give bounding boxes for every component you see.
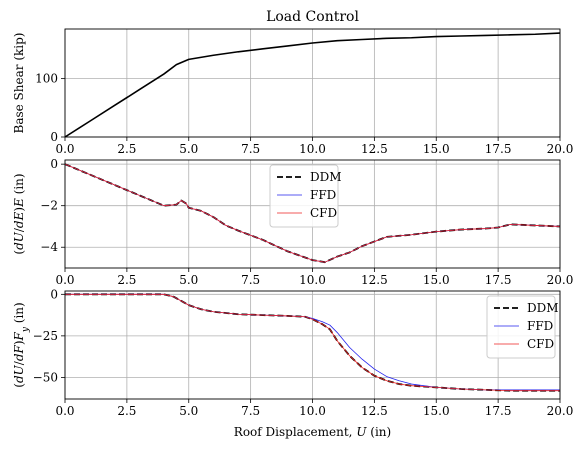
x-tick-label: 12.5: [361, 404, 388, 418]
x-tick-label: 17.5: [485, 142, 512, 156]
x-tick-label: 7.5: [241, 404, 260, 418]
x-tick-label: 2.5: [117, 142, 136, 156]
y-axis-label: (dU/dE)E (in): [12, 173, 26, 254]
x-tick-label: 7.5: [241, 142, 260, 156]
x-tick-label: 12.5: [361, 273, 388, 287]
x-tick-label: 10.0: [299, 404, 326, 418]
panel-3: 0.0 2.5 5.0 7.5 10.0 12.5 15.0 17.5 20.0 0 −25 −50(…: [12, 287, 573, 439]
x-tick-label: 20.0: [547, 273, 574, 287]
x-tick-label: 5.0: [179, 142, 198, 156]
legend-label-ddm: DDM: [527, 301, 559, 315]
legend: DDM FFD CFD: [486, 295, 559, 359]
legend: DDM FFD CFD: [269, 164, 342, 228]
y-axis-label: (dU/dF)Fy (in): [12, 302, 31, 387]
legend-box: [486, 295, 556, 359]
x-tick-label: 5.0: [179, 404, 198, 418]
x-axis-label: Roof Displacement, U (in): [234, 425, 391, 439]
x-tick-label: 2.5: [117, 273, 136, 287]
y-tick-label: −50: [33, 370, 58, 384]
legend-label-cfd: CFD: [527, 337, 554, 351]
series-line-cfd: [64, 163, 561, 263]
legend-label-cfd: CFD: [310, 206, 337, 220]
x-tick-label: 0.0: [55, 404, 74, 418]
y-tick-label: −2: [40, 199, 58, 213]
x-tick-label: 20.0: [547, 142, 574, 156]
x-tick-label: 7.5: [241, 273, 260, 287]
legend-label-ffd: FFD: [310, 188, 336, 202]
panel-2: 0.0 2.5 5.0 7.5 10.0 12.5 15.0 17.5 20.0 0 −2 −4 (dU…: [12, 157, 573, 287]
y-tick-label: −4: [40, 240, 58, 254]
y-axis-label: Base Shear (kip): [12, 33, 26, 134]
chart-title: Load Control: [266, 9, 359, 25]
x-tick-label: 5.0: [179, 273, 198, 287]
x-tick-label: 0.0: [55, 273, 74, 287]
y-tick-label: 0: [50, 287, 58, 301]
x-tick-label: 10.0: [299, 273, 326, 287]
x-tick-label: 15.0: [423, 142, 450, 156]
x-tick-label: 15.0: [423, 404, 450, 418]
panel-1: 0.0 2.5 5.0 7.5 10.0 12.5 15.0 17.5 20.0 0 100 Base…: [12, 9, 573, 156]
x-tick-label: 0.0: [55, 142, 74, 156]
x-tick-label: 12.5: [361, 142, 388, 156]
legend-box: [269, 164, 339, 228]
series-line-response: [64, 32, 561, 138]
legend-label-ddm: DDM: [310, 170, 342, 184]
x-tick-label: 10.0: [299, 142, 326, 156]
y-tick-label: 0: [50, 157, 58, 171]
x-tick-label: 2.5: [117, 404, 136, 418]
x-tick-label: 17.5: [485, 273, 512, 287]
series-line-cfd: [65, 293, 560, 392]
x-tick-label: 20.0: [547, 404, 574, 418]
x-tick-label: 15.0: [423, 273, 450, 287]
x-tick-label: 17.5: [485, 404, 512, 418]
legend-label-ffd: FFD: [527, 319, 553, 333]
y-tick-label: 0: [50, 130, 58, 144]
y-tick-label: −25: [33, 329, 58, 343]
y-tick-label: 100: [35, 72, 58, 86]
